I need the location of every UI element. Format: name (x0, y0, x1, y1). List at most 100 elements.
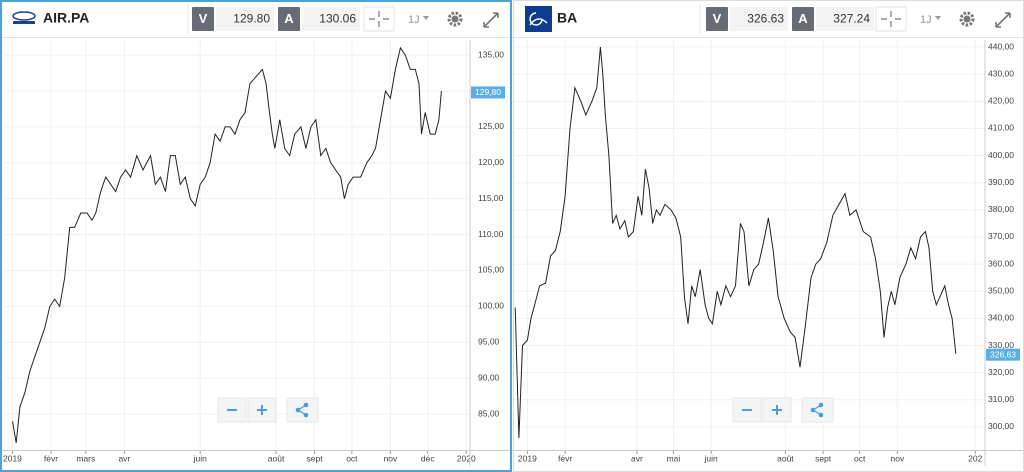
button-bg[interactable] (875, 6, 907, 32)
interval[interactable]: 1J (920, 14, 932, 26)
y-tick-label: 330,00 (988, 340, 1014, 350)
settings-button[interactable] (959, 11, 975, 27)
y-tick-label: 340,00 (988, 313, 1014, 323)
dropdown-arrow[interactable] (423, 16, 429, 20)
gear-icon[interactable] (959, 11, 975, 27)
logo-word (13, 21, 35, 24)
airbus-logo (12, 11, 36, 24)
price-value: 327.24 (833, 12, 870, 26)
zoom-out-button[interactable] (217, 397, 247, 423)
x-tick-label: nov (384, 453, 398, 463)
logo-swoosh (12, 11, 36, 21)
x-tick-label: févr (558, 453, 572, 463)
zoom-in-button[interactable] (247, 397, 277, 423)
y-tick-label: 100,00 (478, 301, 504, 311)
price-value: 129.80 (233, 12, 270, 26)
y-tick-label: 310,00 (988, 394, 1014, 404)
y-tick-label: 410,00 (988, 123, 1014, 133)
plus-icon[interactable] (257, 405, 267, 415)
crosshair-icon[interactable] (881, 11, 901, 27)
interval-button[interactable]: 1J (920, 14, 941, 26)
y-tick-label: 125,00 (478, 121, 504, 131)
x-tick-label: juin (193, 453, 208, 463)
price-value: 130.06 (319, 12, 356, 26)
x-tick-label: 2020 (457, 453, 476, 463)
price-label: A (798, 11, 808, 26)
price-value: 326.63 (747, 12, 784, 26)
price-box (216, 7, 274, 31)
crosshair-icon[interactable] (369, 11, 389, 27)
interval-button[interactable]: 1J (408, 14, 429, 26)
gear-core[interactable] (451, 15, 459, 23)
share-dot[interactable] (295, 407, 301, 413)
price-label-box (706, 7, 728, 31)
interval[interactable]: 1J (408, 14, 420, 26)
x-tick-label: sept (815, 453, 832, 463)
x-tick-label: déc (421, 453, 435, 463)
button-bg[interactable] (363, 6, 395, 32)
y-tick-label: 400,00 (988, 150, 1014, 160)
x-tick-label: oct (854, 453, 866, 463)
y-tick-label: 350,00 (988, 286, 1014, 296)
x-tick-label: août (268, 453, 285, 463)
price-box (730, 7, 788, 31)
price-label: A (284, 11, 294, 26)
zoom-in-button[interactable] (762, 397, 792, 423)
dropdown-arrow[interactable] (935, 16, 941, 20)
crosshair-button[interactable] (363, 6, 395, 32)
y-tick-label: 390,00 (988, 177, 1014, 187)
share-dot[interactable] (818, 402, 824, 408)
chart-panel: AIR.PA V 129.80 A 130.06 1J 85,00 90,00 95,00 100… (0, 0, 512, 472)
last-value-label: 129,80 (475, 87, 501, 97)
x-tick-label: mars (76, 453, 95, 463)
share-dot[interactable] (818, 412, 824, 418)
y-tick-label: 105,00 (478, 265, 504, 275)
y-tick-label: 440,00 (988, 41, 1014, 51)
price-label-box (192, 7, 214, 31)
y-tick-label: 360,00 (988, 258, 1014, 268)
price-label-box (278, 7, 300, 31)
x-tick-label: oct (346, 453, 358, 463)
x-tick-label: avr (118, 453, 130, 463)
x-tick-label: juin (704, 453, 719, 463)
price-line (514, 47, 957, 438)
expand-icon[interactable] (483, 12, 499, 28)
y-tick-label: 380,00 (988, 204, 1014, 214)
x-tick-label: août (777, 453, 794, 463)
share-button[interactable] (286, 397, 319, 423)
logo-swoosh (529, 12, 548, 26)
share-dot[interactable] (303, 412, 309, 418)
share-button[interactable] (801, 397, 834, 423)
chart-panel: BA V 326.63 A 327.24 1J 300,00 310,00 320,00 330,… (512, 0, 1024, 472)
y-tick-label: 85,00 (478, 408, 500, 418)
share-dot[interactable] (303, 402, 309, 408)
symbol: AIR.PA (43, 10, 89, 26)
expand-icon[interactable] (995, 12, 1011, 28)
y-tick-label: 135,00 (478, 49, 504, 59)
settings-button[interactable] (447, 11, 463, 27)
share-dot[interactable] (810, 407, 816, 413)
gear-core[interactable] (963, 15, 971, 23)
zoom-out-button[interactable] (732, 397, 762, 423)
y-tick-label: 120,00 (478, 157, 504, 167)
crosshair-button[interactable] (875, 6, 907, 32)
y-tick-label: 430,00 (988, 68, 1014, 78)
button-bg[interactable] (801, 397, 834, 423)
y-tick-label: 95,00 (478, 337, 500, 347)
x-tick-label: 2019 (518, 453, 537, 463)
price-box (302, 7, 360, 31)
x-tick-label: févr (44, 453, 58, 463)
last-value-box (986, 348, 1020, 361)
y-tick-label: 300,00 (988, 421, 1014, 431)
y-tick-label: 370,00 (988, 231, 1014, 241)
x-tick-label: 2019 (3, 453, 22, 463)
y-tick-label: 320,00 (988, 367, 1014, 377)
y-tick-label: 115,00 (478, 193, 504, 203)
button-bg[interactable] (217, 397, 247, 423)
plus-icon[interactable] (772, 405, 782, 415)
button-bg[interactable] (286, 397, 319, 423)
boeing-logo (525, 6, 552, 32)
gear-icon[interactable] (447, 11, 463, 27)
